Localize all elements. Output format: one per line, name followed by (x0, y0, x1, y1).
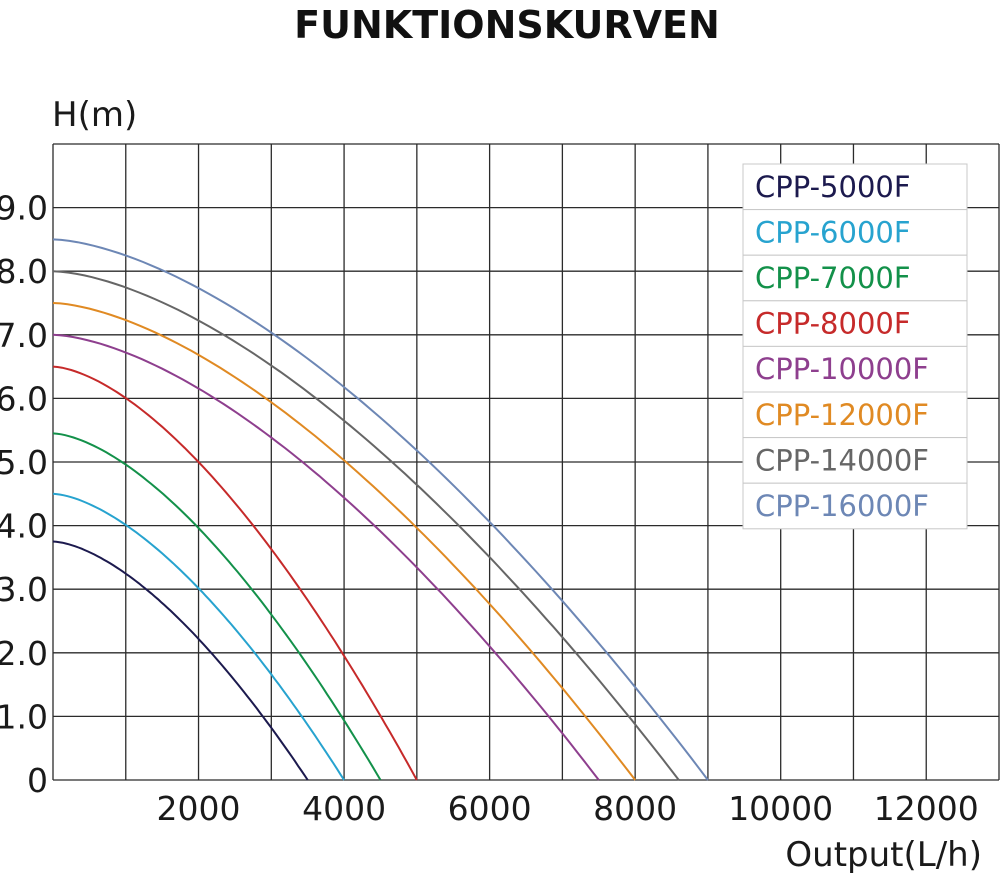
x-tick-label: 4000 (302, 789, 386, 828)
axis-ticks: 2000 4000 6000 8000 10000 12000 0 1.0 2.0 3.0 4.0 5… (0, 189, 979, 828)
y-tick-label: 8.0 (0, 252, 48, 291)
x-axis-label: Output(L/h) (785, 835, 982, 875)
legend-label: CPP-16000F (755, 489, 929, 523)
legend-label: CPP-14000F (755, 443, 929, 477)
legend-label: CPP-12000F (755, 398, 929, 432)
series-line-cpp-6000f (52, 492, 345, 781)
y-tick-label: 0 (27, 761, 48, 800)
legend-label: CPP-5000F (755, 170, 911, 204)
legend-label: CPP-10000F (755, 352, 929, 386)
y-tick-label: 1.0 (0, 697, 48, 736)
series-line-cpp-14000f (52, 270, 680, 781)
y-axis-label: H(m) (52, 95, 137, 135)
y-tick-label: 9.0 (0, 189, 48, 228)
legend-item (742, 300, 968, 347)
legend-item (742, 391, 968, 439)
series-line-cpp-7000f (52, 432, 382, 781)
series-line-cpp-12000f (52, 302, 636, 781)
y-tick-label: 7.0 (0, 316, 48, 355)
series-line-cpp-5000f (52, 540, 309, 781)
legend-label: CPP-6000F (755, 215, 911, 249)
x-tick-label: 12000 (874, 789, 979, 828)
legend: CPP-5000F CPP-6000F CPP-7000F CPP-8000F CPP-… (742, 163, 968, 530)
series-line-cpp-10000f (52, 333, 600, 781)
legend-item (742, 254, 968, 302)
x-tick-label: 8000 (593, 789, 677, 828)
legend-label: CPP-8000F (755, 307, 911, 341)
legend-item (742, 437, 968, 484)
chart-title: FUNKTIONSKURVEN (294, 3, 720, 47)
y-tick-label: 6.0 (0, 379, 48, 418)
x-tick-label: 6000 (448, 789, 532, 828)
y-tick-label: 4.0 (0, 507, 48, 546)
curve-layer (52, 238, 709, 781)
x-tick-label: 10000 (728, 789, 833, 828)
legend-item (742, 345, 968, 393)
series-line-cpp-16000f (52, 238, 709, 781)
legend-label: CPP-7000F (755, 261, 911, 295)
series-line-cpp-8000f (52, 365, 418, 781)
y-tick-label: 2.0 (0, 634, 48, 673)
y-tick-label: 5.0 (0, 443, 48, 482)
x-tick-label: 2000 (157, 789, 241, 828)
legend-item (742, 163, 968, 211)
legend-item (742, 482, 968, 530)
y-tick-label: 3.0 (0, 570, 48, 609)
